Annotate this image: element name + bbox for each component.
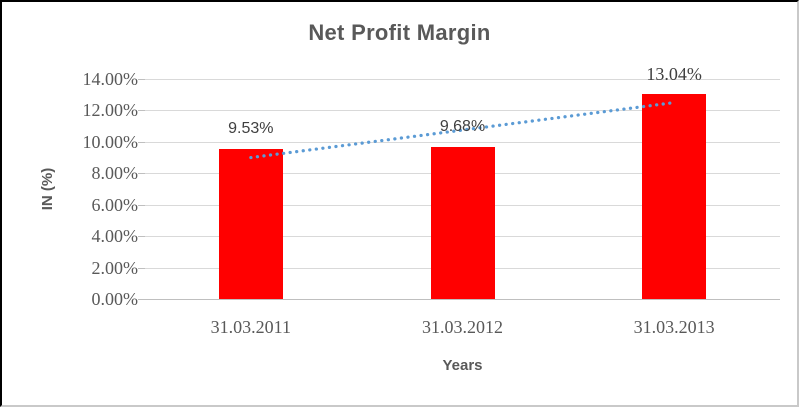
bar-data-label: 9.68% — [439, 117, 486, 135]
chart-title: Net Profit Margin — [308, 20, 491, 45]
bar-data-label: 13.04% — [646, 64, 702, 85]
y-tick-label: 6.00% — [91, 194, 139, 215]
x-tick-label: 31.03.2013 — [633, 317, 715, 337]
x-axis-title: Years — [442, 357, 483, 374]
y-axis-tick — [138, 299, 145, 300]
x-tick-label: 31.03.2011 — [210, 317, 291, 337]
bar — [218, 149, 283, 299]
bar-data-label: 9.53% — [228, 120, 274, 138]
y-tick-label: 12.00% — [82, 100, 139, 121]
y-tick-label: 14.00% — [82, 69, 139, 89]
bar — [430, 146, 495, 299]
y-tick-label: 0.00% — [91, 289, 139, 309]
gridline — [145, 79, 780, 80]
y-axis-tick — [138, 141, 145, 143]
y-axis-tick — [138, 204, 145, 206]
y-axis-tick — [138, 110, 145, 112]
y-axis-tick — [138, 267, 145, 269]
y-tick-label: 2.00% — [91, 257, 139, 278]
y-axis-tick — [138, 79, 145, 80]
y-tick-label: 10.00% — [82, 131, 139, 152]
bar — [642, 94, 707, 299]
x-axis-line — [145, 299, 780, 300]
y-axis-tick — [138, 236, 145, 238]
x-tick-label: 31.03.2012 — [422, 317, 503, 337]
y-tick-label: 4.00% — [91, 226, 139, 247]
y-axis-tick — [138, 173, 145, 175]
y-tick-label: 8.00% — [91, 163, 139, 184]
